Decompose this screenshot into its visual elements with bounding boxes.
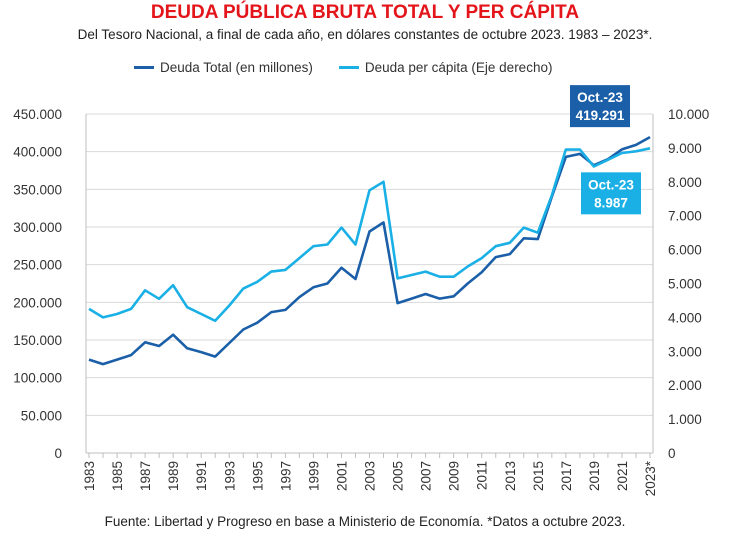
annotation-total-value: 419.291 [576, 108, 625, 123]
y-right-tick-label: 10.000 [668, 107, 709, 122]
y-right-tick-label: 7.000 [668, 209, 702, 224]
x-tick-label: 1983 [82, 461, 97, 491]
annotation-box-percapita [581, 172, 641, 215]
x-tick-label: 1999 [306, 461, 321, 491]
y-left-tick-label: 250.000 [13, 258, 62, 273]
x-tick-label: 2003 [363, 461, 378, 491]
x-tick-label: 2019 [587, 461, 602, 491]
x-tick-label: 1991 [194, 461, 209, 491]
x-tick-label: 1985 [110, 461, 125, 491]
y-left-tick-label: 150.000 [13, 333, 62, 348]
chart-title: DEUDA PÚBLICA BRUTA TOTAL Y PER CÁPITA [150, 2, 580, 23]
y-left-tick-label: 0 [54, 446, 62, 461]
y-left-tick-label: 400.000 [13, 145, 62, 160]
y-left-tick-label: 100.000 [13, 371, 62, 386]
chart-legend: Deuda Total (en millones) Deuda per cápi… [134, 60, 552, 75]
y-left-tick-label: 50.000 [21, 408, 62, 423]
y-right-tick-label: 8.000 [668, 175, 702, 190]
x-tick-label: 2011 [475, 461, 490, 490]
x-tick-label: 1993 [222, 461, 237, 491]
x-tick-label: 1995 [250, 461, 265, 491]
x-tick-label: 2023* [643, 460, 658, 496]
chart-subtitle: Del Tesoro Nacional, a final de cada año… [77, 27, 653, 42]
x-tick-label: 2009 [447, 461, 462, 491]
x-tick-label: 1987 [138, 461, 153, 491]
legend-label-percapita: Deuda per cápita (Eje derecho) [364, 60, 553, 75]
y-right-tick-label: 4.000 [668, 310, 702, 325]
legend-item-total: Deuda Total (en millones) [134, 60, 313, 75]
y-right-tick-label: 2.000 [668, 378, 702, 393]
y-left-tick-label: 300.000 [13, 220, 62, 235]
y-right-tick-label: 6.000 [668, 243, 702, 258]
x-tick-label: 1997 [278, 461, 293, 491]
series-line-percapita [88, 147, 651, 323]
y-right-tick-label: 1.000 [668, 412, 702, 427]
annotation-percapita-period: Oct.-23 [588, 177, 634, 192]
x-tick-label: 2001 [334, 461, 349, 491]
x-tick-label: 2017 [559, 461, 574, 491]
y-right-tick-label: 0 [668, 446, 676, 461]
x-tick-label: 2005 [391, 461, 406, 491]
annotation-total-period: Oct.-23 [577, 90, 623, 105]
x-tick-label: 2007 [419, 461, 434, 491]
annotation-percapita-value: 8.987 [594, 195, 628, 210]
annotation-box-total [570, 85, 630, 128]
x-tick-label: 2015 [531, 461, 546, 491]
series-line-total [88, 135, 651, 366]
y-left-tick-label: 200.000 [13, 295, 62, 310]
legend-label-total: Deuda Total (en millones) [160, 60, 313, 75]
legend-swatch-percapita [338, 66, 359, 69]
y-right-tick-label: 5.000 [668, 277, 702, 292]
x-tick-label: 2013 [503, 461, 518, 491]
y-left-tick-label: 450.000 [13, 107, 62, 122]
x-tick-label: 1989 [166, 461, 181, 491]
x-tick-label: 2021 [615, 461, 630, 491]
y-right-tick-label: 3.000 [668, 344, 702, 359]
y-right-tick-label: 9.000 [668, 141, 702, 156]
legend-item-percapita: Deuda per cápita (Eje derecho) [338, 60, 553, 75]
source-note: Fuente: Libertad y Progreso en base a Mi… [104, 514, 626, 529]
y-left-tick-label: 350.000 [13, 182, 62, 197]
legend-swatch-total [134, 66, 154, 69]
